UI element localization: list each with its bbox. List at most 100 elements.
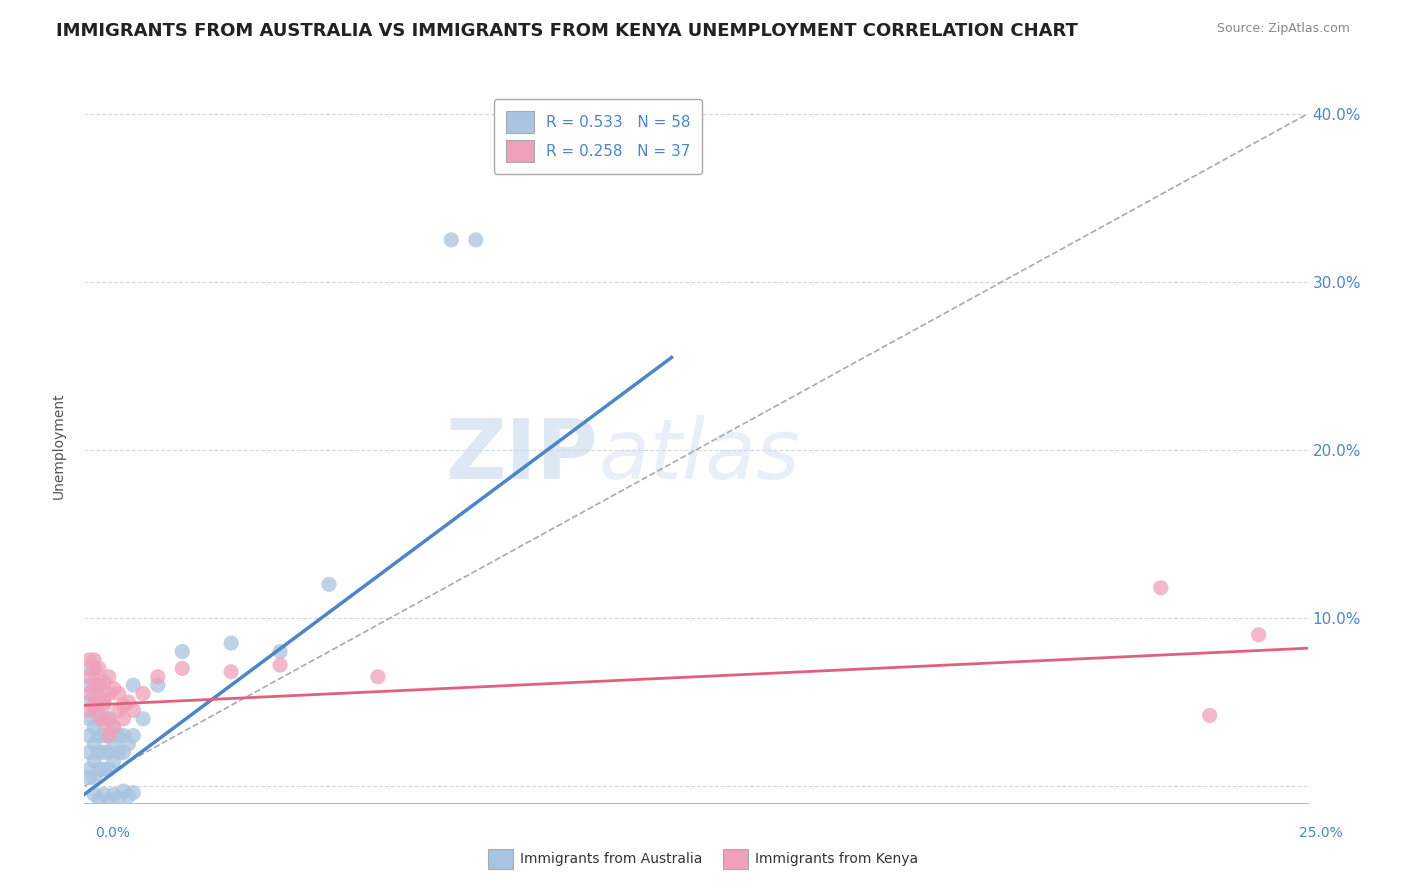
- Point: [97, 792, 120, 806]
- Point: [112, 698, 135, 713]
- Point: [83, 698, 105, 713]
- Point: [87, 678, 110, 692]
- Point: [103, 754, 125, 768]
- Point: [87, 661, 110, 675]
- Point: [83, 665, 105, 679]
- Point: [97, 745, 120, 759]
- Point: [97, 762, 120, 776]
- Point: [117, 695, 139, 709]
- Point: [132, 712, 155, 726]
- Point: [87, 712, 110, 726]
- Point: [77, 678, 100, 692]
- Point: [97, 729, 120, 743]
- Point: [93, 715, 115, 730]
- Point: [93, 695, 115, 709]
- Point: [87, 762, 110, 776]
- Legend: R = 0.533   N = 58, R = 0.258   N = 37: R = 0.533 N = 58, R = 0.258 N = 37: [494, 99, 703, 174]
- Point: [97, 729, 120, 743]
- Point: [77, 661, 100, 675]
- Point: [103, 737, 125, 751]
- Point: [87, 695, 110, 709]
- Point: [117, 789, 139, 803]
- Point: [83, 754, 105, 768]
- Point: [77, 762, 100, 776]
- Point: [83, 661, 105, 675]
- Point: [146, 678, 169, 692]
- Point: [122, 678, 145, 692]
- Point: [87, 695, 110, 709]
- Text: ZIP: ZIP: [446, 416, 598, 497]
- Point: [87, 792, 110, 806]
- Point: [93, 691, 115, 706]
- Point: [93, 762, 115, 776]
- Point: [97, 687, 120, 701]
- Text: IMMIGRANTS FROM AUSTRALIA VS IMMIGRANTS FROM KENYA UNEMPLOYMENT CORRELATION CHAR: IMMIGRANTS FROM AUSTRALIA VS IMMIGRANTS …: [56, 22, 1078, 40]
- Point: [269, 644, 291, 658]
- Point: [103, 788, 125, 802]
- Text: 25.0%: 25.0%: [1299, 826, 1343, 839]
- Point: [83, 703, 105, 717]
- Point: [146, 670, 169, 684]
- Point: [83, 653, 105, 667]
- Point: [112, 784, 135, 798]
- Point: [219, 636, 242, 650]
- Point: [97, 712, 120, 726]
- Point: [93, 698, 115, 713]
- Point: [107, 790, 129, 805]
- Text: Unemployment: Unemployment: [52, 392, 66, 500]
- Point: [269, 658, 291, 673]
- Point: [107, 687, 129, 701]
- Point: [122, 703, 145, 717]
- Point: [97, 712, 120, 726]
- Point: [93, 712, 115, 726]
- Point: [77, 653, 100, 667]
- Point: [107, 729, 129, 743]
- Point: [1150, 581, 1173, 595]
- Point: [103, 681, 125, 696]
- Point: [122, 786, 145, 800]
- Point: [172, 661, 194, 675]
- Point: [440, 233, 463, 247]
- Point: [93, 745, 115, 759]
- Point: [1198, 708, 1220, 723]
- Point: [1247, 628, 1270, 642]
- Point: [87, 729, 110, 743]
- Point: [93, 729, 115, 743]
- Point: [112, 745, 135, 759]
- Point: [87, 678, 110, 692]
- Point: [77, 771, 100, 785]
- Point: [77, 687, 100, 701]
- Point: [93, 788, 115, 802]
- Point: [77, 703, 100, 717]
- Point: [172, 644, 194, 658]
- Point: [77, 712, 100, 726]
- Point: [132, 687, 155, 701]
- Point: [93, 674, 115, 689]
- Point: [112, 729, 135, 743]
- Legend: Immigrants from Australia, Immigrants from Kenya: Immigrants from Australia, Immigrants fr…: [482, 844, 924, 874]
- Point: [103, 720, 125, 734]
- Point: [83, 788, 105, 802]
- Point: [83, 720, 105, 734]
- Point: [83, 771, 105, 785]
- Point: [117, 737, 139, 751]
- Text: atlas: atlas: [598, 416, 800, 497]
- Point: [367, 670, 389, 684]
- Point: [103, 720, 125, 734]
- Point: [318, 577, 340, 591]
- Point: [122, 729, 145, 743]
- Point: [83, 681, 105, 696]
- Point: [77, 695, 100, 709]
- Point: [87, 708, 110, 723]
- Point: [83, 737, 105, 751]
- Text: Source: ZipAtlas.com: Source: ZipAtlas.com: [1216, 22, 1350, 36]
- Point: [107, 745, 129, 759]
- Text: 0.0%: 0.0%: [96, 826, 131, 839]
- Point: [77, 745, 100, 759]
- Point: [83, 687, 105, 701]
- Point: [77, 729, 100, 743]
- Point: [107, 703, 129, 717]
- Point: [112, 712, 135, 726]
- Point: [87, 745, 110, 759]
- Point: [83, 678, 105, 692]
